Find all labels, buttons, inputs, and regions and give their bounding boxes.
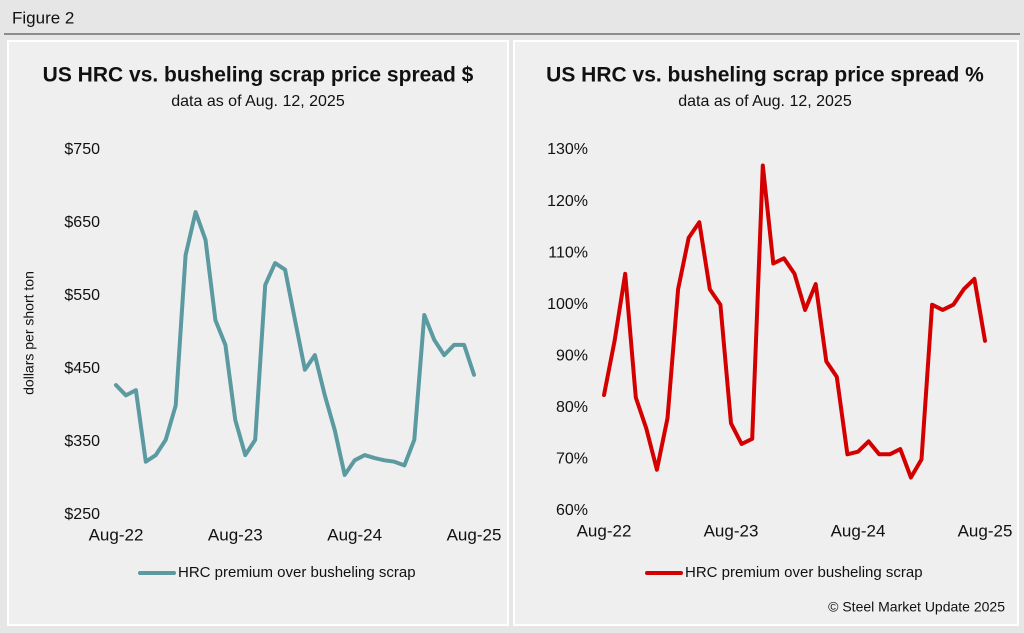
data-line	[602, 163, 987, 480]
y-tick-label: 130%	[547, 141, 588, 158]
chart-title: US HRC vs. busheling scrap price spread …	[43, 64, 474, 87]
y-tick-label: 60%	[556, 502, 588, 519]
y-tick-label: $250	[64, 506, 100, 523]
source: © Steel Market Update 2025	[828, 599, 1005, 615]
y-tick-label: 80%	[556, 399, 588, 416]
y-tick-label: $450	[64, 360, 100, 377]
x-tick-label: Aug-25	[958, 521, 1013, 540]
y-tick-label: 110%	[548, 244, 588, 261]
x-tick-label: Aug-23	[208, 525, 263, 544]
data-line	[114, 210, 476, 477]
y-tick-label: 100%	[547, 296, 588, 313]
panel	[513, 40, 1019, 626]
figure-label: Figure 2	[12, 8, 74, 27]
x-tick-label: Aug-22	[89, 525, 144, 544]
y-tick-label: $650	[64, 214, 100, 231]
x-tick-label: Aug-24	[327, 525, 382, 544]
x-tick-label: Aug-25	[447, 525, 502, 544]
x-tick-label: Aug-23	[704, 521, 759, 540]
legend-label: HRC premium over busheling scrap	[178, 564, 416, 581]
y-tick-label: 120%	[547, 193, 588, 210]
x-tick-label: Aug-22	[577, 521, 632, 540]
y-tick-label: $550	[64, 287, 100, 304]
chart-title: US HRC vs. busheling scrap price spread …	[546, 64, 984, 87]
y-tick-label: $750	[64, 141, 100, 158]
chart-subtitle: data as of Aug. 12, 2025	[171, 93, 345, 110]
y-tick-label: 90%	[556, 348, 588, 365]
legend-label: HRC premium over busheling scrap	[685, 564, 923, 581]
x-tick-label: Aug-24	[831, 521, 886, 540]
y-axis-label: dollars per short ton	[21, 271, 37, 395]
y-tick-label: $350	[64, 433, 100, 450]
chart-subtitle: data as of Aug. 12, 2025	[678, 93, 852, 110]
y-tick-label: 70%	[556, 451, 588, 468]
